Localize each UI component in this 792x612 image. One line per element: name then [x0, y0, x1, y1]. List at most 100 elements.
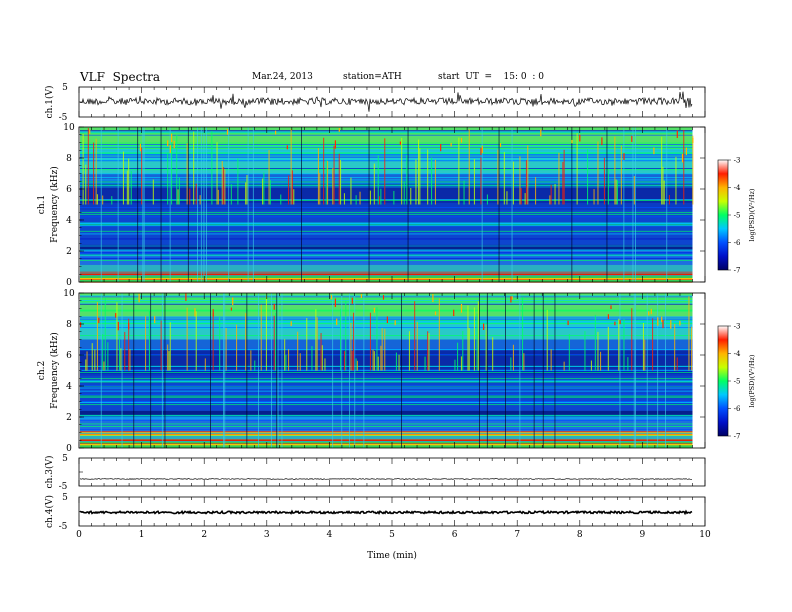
narrowband-line — [80, 387, 693, 389]
hot-spot — [650, 308, 652, 315]
narrowband-line — [80, 132, 693, 134]
sferic-streak — [197, 127, 198, 282]
x-axis-label: Time (min) — [367, 550, 417, 561]
sferic-streak — [550, 349, 552, 371]
narrowband-line — [80, 271, 693, 273]
hot-spot — [670, 320, 672, 329]
narrowband-line — [80, 373, 693, 375]
narrowband-line — [80, 257, 693, 259]
hot-spot — [610, 305, 612, 310]
hot-spot — [115, 313, 117, 318]
sferic-streak — [142, 127, 144, 282]
sferic-streak — [116, 302, 118, 371]
y-axis-label: ch.3(V) — [44, 456, 55, 489]
sferic-streak — [535, 177, 537, 205]
sferic-streak — [351, 350, 353, 371]
sferic-streak — [237, 158, 239, 205]
sferic-streak — [419, 148, 421, 205]
sferic-streak — [107, 342, 109, 371]
sferic-streak — [82, 133, 84, 205]
narrowband-line — [80, 223, 693, 225]
colorbar-tick-label: -3 — [734, 157, 741, 165]
narrowband-line — [80, 401, 693, 402]
sferic-streak — [262, 178, 264, 205]
hot-spot — [631, 135, 633, 142]
sferic-streak — [590, 360, 592, 371]
hot-spot — [399, 141, 401, 145]
sferic-streak — [635, 127, 636, 282]
hot-spot — [676, 130, 678, 139]
sferic-streak — [341, 293, 343, 448]
narrowband-line — [80, 259, 693, 261]
sferic-streak — [340, 308, 342, 371]
hot-spot — [607, 314, 609, 319]
narrowband-line — [80, 213, 693, 215]
sferic-streak — [355, 195, 357, 205]
sferic-streak — [492, 337, 494, 371]
narrowband-line — [80, 295, 693, 297]
sferic-streak — [418, 139, 420, 205]
sferic-streak — [476, 313, 478, 371]
sferic-streak — [401, 293, 402, 448]
sferic-streak — [353, 312, 355, 371]
y-tick-label: -5 — [59, 482, 68, 492]
sferic-streak — [486, 293, 488, 448]
sferic-streak — [424, 356, 426, 371]
sferic-streak — [675, 156, 677, 205]
sferic-streak — [129, 349, 131, 371]
sferic-streak — [120, 348, 122, 371]
sferic-streak — [676, 357, 678, 371]
hot-spot — [194, 308, 196, 317]
sferic-streak — [554, 293, 556, 448]
hot-spot — [173, 140, 175, 149]
sferic-streak — [657, 293, 659, 448]
narrowband-line — [80, 390, 693, 392]
narrowband-line — [80, 296, 693, 298]
narrowband-line — [80, 319, 693, 321]
sferic-streak — [87, 128, 89, 205]
sferic-streak — [321, 345, 323, 371]
sferic-streak — [597, 141, 599, 205]
narrowband-line — [80, 222, 693, 224]
sferic-streak — [691, 326, 693, 371]
narrowband-line — [80, 420, 693, 421]
y-axis-label: ch.4(V) — [44, 495, 55, 528]
sferic-streak — [338, 153, 340, 205]
hot-spot — [648, 311, 650, 316]
hot-spot — [360, 294, 362, 299]
sferic-streak — [265, 295, 267, 371]
narrowband-line — [80, 298, 693, 300]
freq-band — [80, 339, 693, 351]
narrowband-line — [80, 153, 693, 155]
colorbar-label: log(PSD)(V²/Hz) — [748, 354, 756, 407]
y-tick-label: 0 — [66, 278, 72, 288]
y-tick-label: 2 — [66, 413, 72, 423]
sferic-streak — [519, 156, 521, 205]
y-tick-label: 4 — [66, 382, 72, 392]
y-tick-label: 5 — [62, 493, 68, 503]
sferic-streak — [343, 193, 345, 205]
sferic-streak — [661, 136, 663, 205]
narrowband-line — [80, 385, 693, 387]
y-tick-label: 4 — [66, 216, 72, 226]
sferic-streak — [427, 331, 429, 371]
narrowband-line — [80, 300, 693, 301]
narrowband-line — [80, 150, 693, 152]
sferic-streak — [454, 359, 456, 371]
sferic-streak — [633, 175, 635, 205]
y-tick-label: 6 — [66, 351, 72, 361]
sferic-streak — [230, 184, 232, 205]
sferic-streak — [167, 344, 169, 371]
narrowband-line — [80, 142, 693, 144]
sferic-streak — [468, 327, 470, 371]
narrowband-line — [80, 327, 693, 329]
y-tick-label: 10 — [63, 123, 75, 133]
freq-band — [80, 264, 693, 276]
sferic-streak — [224, 169, 226, 205]
hot-spot — [373, 307, 375, 313]
narrowband-line — [80, 380, 693, 382]
narrowband-line — [80, 225, 693, 227]
sferic-streak — [373, 163, 375, 205]
hot-spot — [567, 320, 569, 326]
hot-spot — [351, 297, 353, 304]
